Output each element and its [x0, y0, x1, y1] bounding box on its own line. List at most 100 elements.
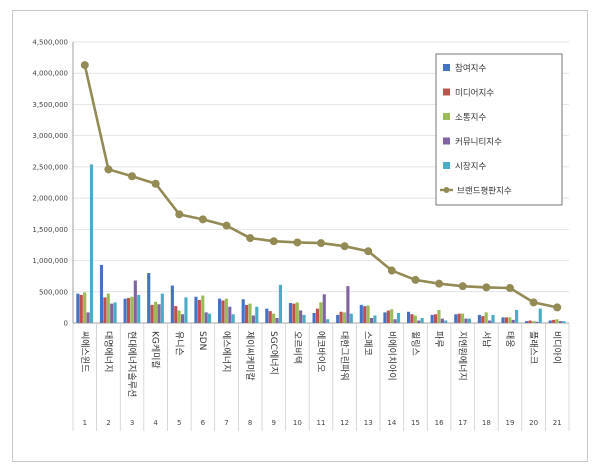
bar — [457, 313, 461, 323]
y-tick-label: 4,500,000 — [32, 39, 68, 47]
bar — [477, 314, 481, 323]
bar — [454, 314, 458, 323]
bar — [99, 264, 104, 323]
bar — [278, 284, 282, 323]
bar — [461, 313, 465, 323]
category-label: 지엔원에너지 — [457, 331, 468, 381]
bar — [126, 298, 131, 323]
line-point — [505, 284, 514, 293]
bar — [153, 301, 158, 323]
bar — [106, 293, 110, 323]
bar — [89, 164, 94, 323]
line-point — [128, 172, 137, 181]
rank-label: 3 — [130, 419, 134, 427]
rank-label: 8 — [248, 419, 252, 427]
bar — [292, 303, 296, 323]
rank-label: 15 — [411, 419, 420, 427]
legend-label: 시장지수 — [455, 161, 486, 172]
bar — [531, 321, 535, 323]
bar — [437, 309, 441, 323]
category-label: 비디아이 — [551, 331, 562, 364]
bar — [552, 319, 556, 323]
bar — [299, 310, 303, 323]
bar — [511, 319, 515, 323]
bar — [194, 296, 198, 323]
category-label: KG케미칼 — [150, 331, 161, 369]
bar — [265, 308, 269, 323]
bar — [369, 318, 374, 323]
bar — [231, 314, 235, 323]
bar — [241, 299, 245, 323]
bar — [76, 293, 80, 323]
line-point — [175, 210, 184, 219]
line-point — [458, 282, 467, 291]
bar — [515, 309, 519, 323]
bar — [491, 314, 495, 323]
rank-label: 19 — [505, 419, 514, 427]
category-label: 비에이치아이 — [386, 331, 398, 381]
line-point — [246, 234, 255, 243]
bar — [208, 313, 212, 323]
line-point — [482, 283, 491, 292]
rank-label: 10 — [293, 419, 302, 427]
bar — [228, 306, 232, 323]
legend-swatch — [443, 113, 450, 120]
line-point — [269, 237, 278, 246]
legend-label: 미디어지수 — [455, 88, 494, 99]
bar — [201, 295, 205, 323]
bar — [174, 306, 178, 323]
chart-frame: 0 500,000 1,000,000 1,500,000 2,000,000 2,500… — [12, 10, 588, 462]
bar — [366, 305, 370, 323]
rank-label: 18 — [482, 419, 491, 427]
line-point — [340, 242, 349, 251]
bar — [390, 309, 394, 323]
bar — [413, 315, 417, 323]
line-point — [553, 303, 562, 312]
bar — [383, 312, 387, 323]
rank-label: 1 — [83, 419, 87, 427]
category-label: 태웅 — [504, 331, 515, 348]
bar — [464, 318, 468, 323]
bar — [113, 302, 117, 323]
y-tick-label: 0 — [64, 320, 68, 328]
category-label: 플래스크 — [528, 331, 539, 364]
rank-label: 17 — [458, 419, 467, 427]
bar — [103, 297, 107, 323]
legend-swatch — [443, 137, 450, 145]
bar — [275, 318, 279, 323]
category-label: 윌링스 — [409, 331, 421, 356]
line-point — [387, 266, 396, 275]
line-point — [529, 298, 538, 307]
rank-label: 6 — [201, 419, 206, 427]
line-point — [151, 179, 160, 188]
bars — [76, 164, 566, 323]
category-label: 현대에너지솔루션 — [126, 331, 137, 397]
bar — [386, 310, 390, 323]
bar — [83, 292, 87, 323]
y-tick-label: 1,500,000 — [32, 226, 68, 234]
bar — [548, 320, 552, 323]
bar — [218, 298, 222, 323]
bar — [393, 319, 397, 323]
bar — [315, 308, 320, 323]
category-label: 서남 — [480, 331, 491, 348]
rank-label: 5 — [177, 419, 181, 427]
category-label: 대명에너지 — [102, 331, 113, 372]
category-label: 유니슨 — [173, 331, 184, 356]
category-label: SDN — [197, 331, 207, 350]
bar — [184, 297, 188, 323]
bar — [396, 313, 401, 323]
legend-label: 브랜드평판지수 — [457, 186, 512, 197]
legend-swatch — [443, 88, 450, 96]
legend-swatch — [443, 64, 450, 71]
bar — [123, 298, 127, 323]
brand-reputation-chart: 0 500,000 1,000,000 1,500,000 2,000,000 2,500… — [32, 39, 570, 431]
category-label: 씨에스윈드 — [79, 331, 90, 372]
y-tick-label: 3,000,000 — [32, 132, 68, 140]
bar — [562, 321, 566, 323]
brand-index-line — [80, 61, 562, 312]
legend-label: 참여지수 — [455, 63, 486, 74]
rank-label: 16 — [435, 419, 444, 427]
bar — [147, 273, 151, 323]
legend-box — [435, 53, 563, 206]
